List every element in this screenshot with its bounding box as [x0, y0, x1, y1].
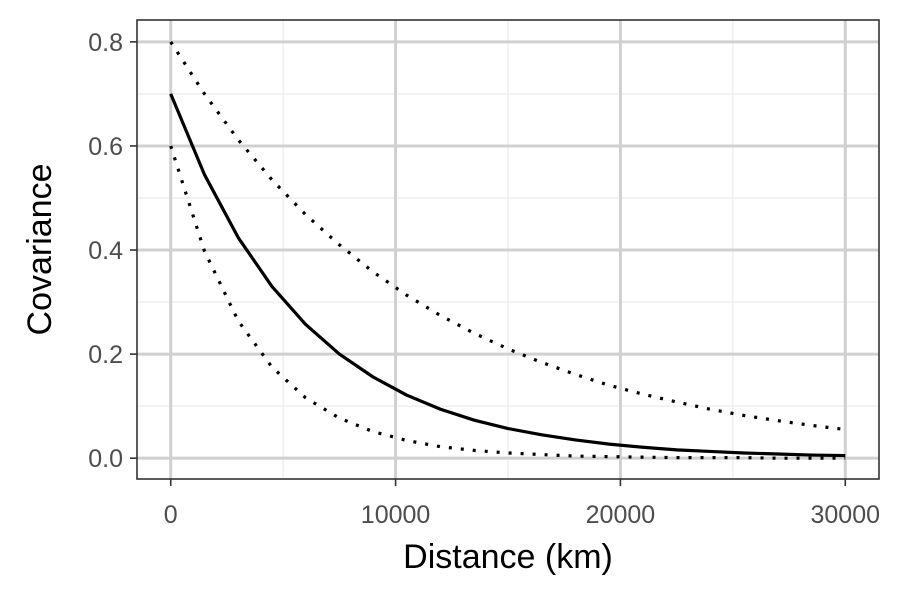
y-tick-label: 0.4 [88, 237, 123, 265]
x-axis: 0 10000 20000 30000 [164, 479, 880, 529]
x-tick-label: 10000 [361, 501, 431, 529]
series-layer [169, 40, 846, 460]
y-axis-title: Covariance [21, 164, 59, 336]
x-tick-label: 30000 [811, 501, 881, 529]
major-gridlines [137, 20, 879, 479]
y-tick-label: 0.2 [88, 341, 123, 369]
solid-series-line-1 [169, 93, 846, 458]
y-axis: 0.0 0.2 0.4 0.6 0.8 [88, 29, 137, 473]
minor-gridlines [137, 20, 879, 479]
x-tick-label: 20000 [586, 501, 656, 529]
dotted-series-line-0 [169, 40, 846, 432]
y-tick-label: 0.6 [88, 133, 123, 161]
y-tick-label: 0.8 [88, 29, 123, 57]
x-axis-title: Distance (km) [403, 538, 613, 576]
x-tick-label: 0 [164, 501, 178, 529]
y-tick-label: 0.0 [88, 445, 123, 473]
